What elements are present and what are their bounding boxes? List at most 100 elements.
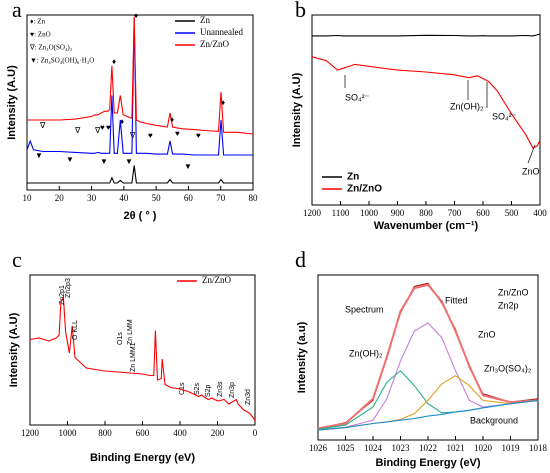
series-line [312, 33, 541, 37]
annotation: ▼ [100, 157, 108, 166]
series-line [317, 283, 539, 430]
annotation: ▼ [66, 155, 74, 164]
annotation: SO₄²⁻ [492, 111, 517, 121]
x-axis-label: Binding Energy (eV) [375, 457, 480, 469]
annotation: ▼ [184, 162, 192, 171]
annotation: ♥ [106, 123, 111, 132]
x-tick-label: 1018 [529, 443, 548, 453]
y-axis-label: Intensity (A.U) [291, 72, 303, 147]
annotation-arrow [527, 144, 536, 164]
series-line [311, 56, 541, 149]
series-line [317, 322, 539, 431]
legend-label: Zn/ZnO [200, 39, 229, 49]
x-tick-label: 600 [136, 428, 150, 438]
annotation: C1s [179, 382, 186, 395]
annotation: ♥ [175, 129, 180, 138]
x-tick-label: 1019 [502, 443, 521, 453]
annotation: ∇: Zn₃O(SO₄)₂ [29, 44, 73, 52]
series-label: Zn₃O(SO₄)₂ [484, 363, 532, 373]
annotation: Zn3s [217, 381, 224, 397]
x-tick-label: 1021 [447, 443, 465, 453]
series-label: Zn(OH)₂ [349, 348, 383, 358]
x-tick-label: 10 [23, 193, 33, 203]
annotation: Zn2p [498, 300, 519, 310]
x-tick-label: 1100 [332, 208, 350, 218]
x-tick-label: 1022 [419, 443, 437, 453]
annotation: ∇ [129, 131, 136, 140]
x-tick-label: 0 [253, 428, 258, 438]
x-tick-label: 80 [249, 193, 259, 203]
series-line [29, 295, 256, 421]
x-tick-label: 1020 [474, 443, 493, 453]
annotation: Zn3d [245, 389, 252, 405]
series-label: Background [470, 415, 518, 425]
panel-label: a [12, 0, 22, 22]
x-tick-label: 200 [211, 428, 225, 438]
series-line [27, 16, 254, 135]
x-tick-label: 400 [533, 208, 547, 218]
legend-label: Unannealed [200, 27, 243, 37]
x-tick-label: 30 [87, 193, 97, 203]
annotation: ▼: Zn₄SO₄(OH)₆·H₂O [30, 57, 94, 65]
annotation: Zn LMM [127, 319, 134, 345]
annotation: Zn/ZnO [498, 287, 529, 297]
annotation: ▼ [35, 151, 43, 160]
annotation: S2p [205, 384, 212, 397]
annotation: ♦ [134, 11, 138, 20]
annotation: Zn(OH)₂ [450, 101, 484, 111]
series-label: Spectrum [345, 304, 384, 314]
x-axis-label: Wavenumber (cm⁻¹) [374, 220, 479, 232]
series-line [27, 165, 253, 184]
annotation: ♥ [196, 131, 201, 140]
legend-label: Zn/ZnO [202, 275, 231, 285]
x-tick-label: 20 [55, 193, 65, 203]
annotation: Zn2p3 [65, 278, 72, 298]
annotation: ∇ [39, 121, 46, 130]
annotation: Zn LMM1 [130, 342, 137, 372]
annotation: ▼ [125, 157, 133, 166]
panel-label: b [295, 0, 306, 22]
series-line [317, 399, 539, 431]
y-axis-label: Intensity (a.u) [296, 321, 308, 393]
x-tick-label: 1023 [392, 443, 411, 453]
annotation: O1s [117, 332, 124, 345]
annotation: SO₄²⁻ [345, 92, 370, 102]
series-line [26, 18, 253, 156]
annotation: ♦ [170, 115, 174, 124]
x-tick-label: 1026 [309, 443, 328, 453]
x-tick-label: 50 [152, 193, 162, 203]
x-tick-label: 40 [119, 193, 129, 203]
legend-label: Zn [200, 15, 210, 25]
annotation: ♦ [112, 57, 116, 66]
x-tick-label: 1000 [360, 208, 379, 218]
annotation: ZnO [522, 166, 540, 176]
x-tick-label: 900 [391, 208, 405, 218]
y-axis-label: Intensity (A.U) [8, 312, 20, 387]
annotation: ♥: ZnO [30, 31, 51, 39]
legend-label: Zn/ZnO [347, 184, 382, 195]
x-axis-label: 2θ ( ° ) [124, 210, 157, 222]
x-tick-label: 1024 [364, 443, 383, 453]
annotation: ♦ [120, 117, 124, 126]
annotation: ♥ [100, 123, 105, 132]
x-tick-label: 1025 [337, 443, 356, 453]
annotation: ♦: Zn [30, 18, 46, 26]
x-tick-label: 1200 [303, 208, 322, 218]
annotation: ∇ [94, 126, 101, 135]
x-tick-label: 700 [448, 208, 462, 218]
y-axis-label: Intensity (A.U) [6, 65, 18, 140]
x-tick-label: 400 [173, 428, 187, 438]
annotation: ♦ [221, 98, 225, 107]
series-label: Fitted [445, 295, 468, 305]
panel-label: c [12, 247, 22, 272]
x-tick-label: 600 [476, 208, 490, 218]
series-label: ZnO [478, 329, 496, 339]
annotation: ♥ [148, 131, 153, 140]
x-axis-label: Binding Energy (eV) [90, 452, 195, 464]
x-tick-label: 800 [419, 208, 433, 218]
annotation: S2s [194, 382, 201, 395]
x-tick-label: 800 [98, 428, 112, 438]
annotation: ∇ [74, 126, 81, 135]
x-tick-label: 1000 [59, 428, 78, 438]
